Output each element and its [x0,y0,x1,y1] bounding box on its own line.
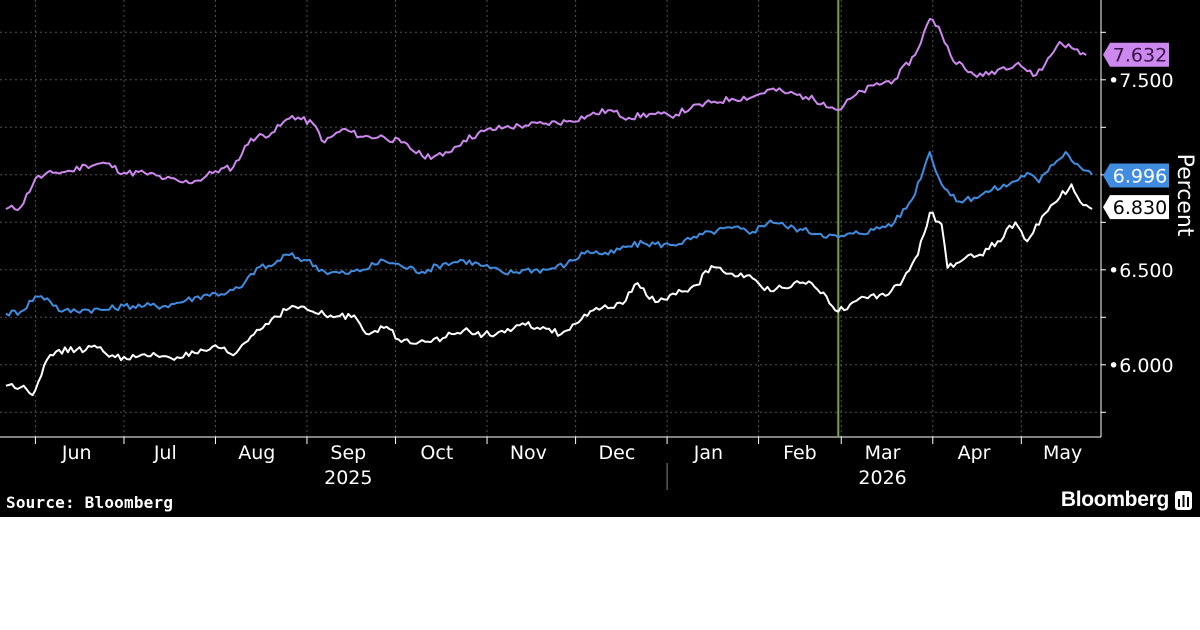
y-tick-label: •6.000 [1108,355,1174,377]
chart-svg: •6.000 •6.500 •7.500 Jun Jul Aug Sep Oct Nov Dec J… [0,0,1197,490]
last-value-tag [1103,195,1169,220]
x-tick-label: Oct [420,442,453,464]
source-note: Source: Bloomberg [6,493,174,512]
last-value-tag [1103,163,1169,188]
series-line [5,18,1087,212]
x-tick-label: Aug [238,442,275,464]
last-value-label: 6.830 [1113,197,1167,219]
x-tick-label: Dec [599,442,636,464]
x-tick-label: Jun [61,442,92,464]
y-tick-label: •6.500 [1108,260,1174,282]
bloomberg-graph-icon [1175,490,1192,510]
chart-panel: •6.000 •6.500 •7.500 Jun Jul Aug Sep Oct Nov Dec J… [0,0,1200,517]
x-tick-label: Apr [958,442,991,464]
brand-name: Bloomberg [1060,488,1169,511]
x-tick-label: Jan [693,442,723,464]
x-tick-label: Feb [783,442,817,464]
bloomberg-brand: Bloomberg [1061,488,1192,512]
y-axis-label: Percent [1172,154,1197,237]
series-line [5,183,1093,397]
last-value-tag [1103,42,1169,67]
x-tick-label: Mar [865,442,901,464]
last-value-label: 7.632 [1113,45,1167,67]
x-tick-label: Jul [153,442,177,464]
year-label: 2025 [324,467,372,489]
x-tick-label: Sep [330,442,366,464]
x-tick-label: May [1043,442,1082,464]
year-label: 2026 [858,467,906,489]
y-tick-label: •7.500 [1108,70,1174,92]
last-value-label: 6.996 [1113,166,1167,188]
series-line [5,151,1093,317]
x-tick-label: Nov [510,442,547,464]
